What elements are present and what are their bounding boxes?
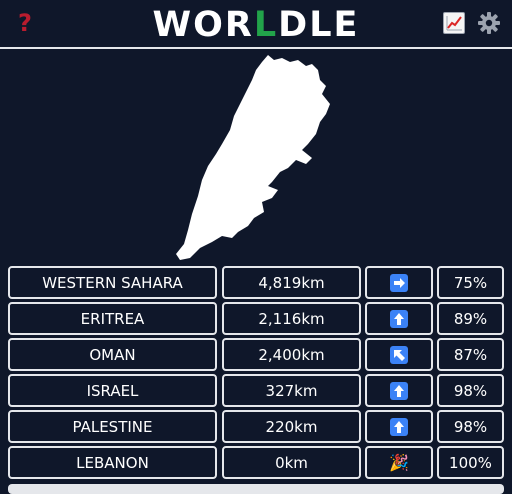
guess-distance: 220km: [222, 410, 361, 443]
guess-country: WESTERN SAHARA: [8, 266, 217, 299]
guess-direction: [365, 302, 433, 335]
app-header: ? WORLDLE: [0, 0, 512, 49]
guess-direction: 🎉: [365, 446, 433, 479]
guess-proximity: 75%: [437, 266, 504, 299]
settings-button[interactable]: [477, 11, 501, 35]
arrow-right-icon: [390, 273, 408, 292]
guess-row: WESTERN SAHARA 4,819km 75%: [8, 266, 504, 299]
guess-country: OMAN: [8, 338, 217, 371]
guess-direction: [365, 338, 433, 371]
guess-row: OMAN 2,400km 87%: [8, 338, 504, 371]
chart-increasing-icon: [446, 16, 462, 31]
game-title: WORLDLE: [0, 2, 512, 48]
title-part: DLE: [278, 5, 360, 45]
guess-distance: 327km: [222, 374, 361, 407]
guess-direction: [365, 410, 433, 443]
arrow-up-left-icon: [390, 345, 408, 364]
country-silhouette: [176, 55, 330, 260]
arrow-up-icon: [390, 417, 408, 436]
guess-row: PALESTINE 220km 98%: [8, 410, 504, 443]
party-popper-icon: 🎉: [389, 453, 409, 472]
help-button[interactable]: ?: [14, 8, 36, 38]
guess-direction: [365, 374, 433, 407]
guess-direction: [365, 266, 433, 299]
guess-distance: 4,819km: [222, 266, 361, 299]
guess-input[interactable]: [8, 484, 504, 494]
title-accent-letter: L: [253, 5, 279, 45]
arrow-up-icon: [390, 381, 408, 400]
guess-proximity: 100%: [437, 446, 504, 479]
guess-country: ERITREA: [8, 302, 217, 335]
guess-distance: 0km: [222, 446, 361, 479]
arrow-up-icon: [390, 309, 408, 328]
guess-proximity: 89%: [437, 302, 504, 335]
title-part: WOR: [152, 5, 254, 45]
guess-proximity: 98%: [437, 410, 504, 443]
guess-country: LEBANON: [8, 446, 217, 479]
stats-button[interactable]: [443, 12, 465, 34]
guess-country: PALESTINE: [8, 410, 217, 443]
guess-row: ERITREA 2,116km 89%: [8, 302, 504, 335]
guess-distance: 2,400km: [222, 338, 361, 371]
guess-row: LEBANON 0km 🎉 100%: [8, 446, 504, 479]
guess-distance: 2,116km: [222, 302, 361, 335]
gear-icon: [478, 12, 500, 34]
question-mark-icon: ?: [18, 9, 32, 37]
guess-row: ISRAEL 327km 98%: [8, 374, 504, 407]
guess-country: ISRAEL: [8, 374, 217, 407]
guess-proximity: 87%: [437, 338, 504, 371]
guess-proximity: 98%: [437, 374, 504, 407]
